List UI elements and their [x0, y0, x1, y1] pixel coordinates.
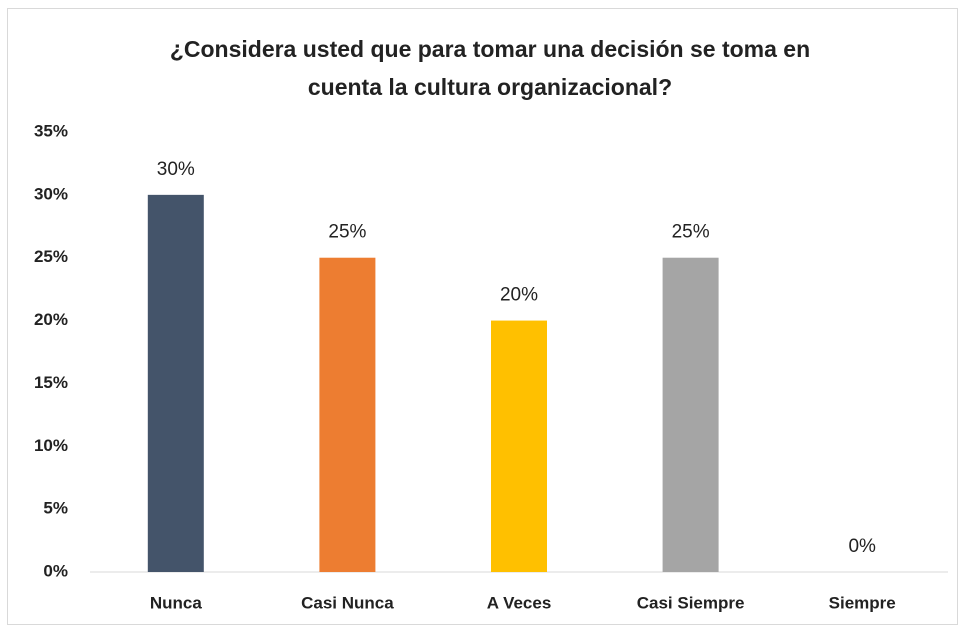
- bar: [491, 320, 547, 572]
- chart-title: ¿Considera usted que para tomar una deci…: [169, 36, 811, 100]
- bar: [662, 257, 719, 572]
- data-label: 30%: [157, 159, 195, 180]
- data-label: 25%: [672, 222, 710, 243]
- x-tick-label: Casi Siempre: [637, 593, 745, 612]
- data-label: 25%: [328, 222, 366, 243]
- x-tick-label: Siempre: [829, 593, 896, 612]
- y-tick-label: 35%: [34, 121, 68, 140]
- data-label: 0%: [848, 536, 876, 557]
- y-tick-label: 5%: [43, 499, 68, 518]
- chart-border: [7, 8, 958, 625]
- y-tick-label: 15%: [34, 373, 68, 392]
- x-tick-label: Casi Nunca: [301, 593, 394, 612]
- bar: [319, 257, 376, 572]
- y-tick-label: 10%: [34, 436, 68, 455]
- bar: [147, 194, 204, 572]
- data-label: 20%: [500, 285, 538, 306]
- x-tick-label: Nunca: [150, 593, 203, 612]
- y-tick-label: 0%: [43, 561, 68, 580]
- y-tick-label: 20%: [34, 310, 68, 329]
- x-tick-label: A Veces: [487, 593, 552, 612]
- y-tick-label: 30%: [34, 184, 68, 203]
- y-tick-label: 25%: [34, 247, 68, 266]
